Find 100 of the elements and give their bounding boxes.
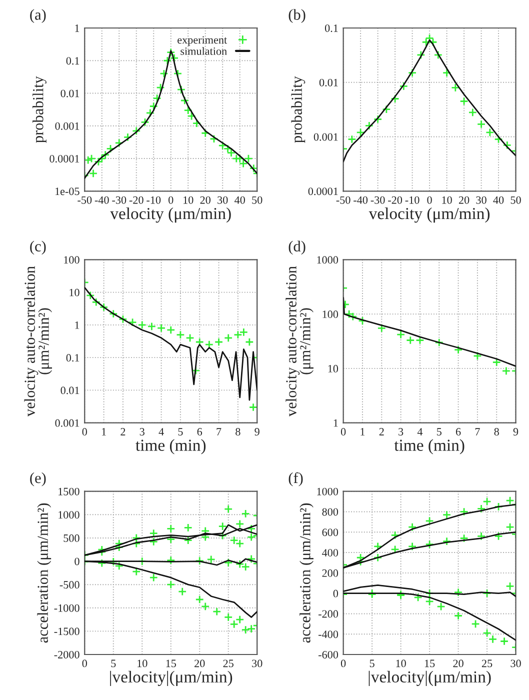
x-tick-label: 25 bbox=[223, 660, 234, 668]
x-tick-label: 10 bbox=[184, 196, 194, 204]
x-axis-title: |velocity|(μm/min) bbox=[368, 670, 491, 686]
x-tick-label: 5 bbox=[111, 660, 116, 668]
y-axis-title: probability bbox=[32, 76, 46, 143]
x-tick-label: 50 bbox=[252, 196, 262, 204]
y-tick-label: 1000 bbox=[317, 256, 338, 264]
x-tick-label: -30 bbox=[370, 196, 385, 204]
y-axis-title: acceleration (μm/min²) bbox=[300, 503, 314, 643]
chart-title: (b) bbox=[288, 9, 306, 23]
x-tick-label: 0 bbox=[168, 196, 174, 204]
x-tick-label: 9 bbox=[254, 428, 260, 436]
x-tick-label: 2 bbox=[120, 428, 126, 436]
x-tick-label: 20 bbox=[200, 196, 210, 204]
x-tick-label: 3 bbox=[140, 428, 144, 436]
x-tick-label: 5 bbox=[436, 428, 442, 436]
chart-title: (e) bbox=[30, 472, 46, 486]
x-tick-label: -40 bbox=[354, 196, 368, 204]
y-tick-label: 0.0001 bbox=[50, 154, 80, 163]
y-tick-label: 1500 bbox=[58, 488, 80, 496]
x-axis-title: time (min) bbox=[394, 439, 464, 454]
y-tick-label: -1500 bbox=[54, 628, 80, 636]
x-tick-label: -10 bbox=[405, 196, 420, 204]
x-axis-title: |velocity|(μm/min) bbox=[110, 670, 232, 686]
chart-title: (d) bbox=[288, 240, 306, 255]
x-axis-title: velocity (μm/min) bbox=[368, 207, 490, 223]
y-tick-label: 0 bbox=[333, 590, 338, 598]
x-tick-label: 0 bbox=[82, 428, 87, 436]
chart-title: (a) bbox=[30, 9, 46, 23]
x-tick-label: 15 bbox=[424, 660, 435, 668]
x-tick-label: 7 bbox=[475, 428, 480, 436]
y-tick-label: -200 bbox=[318, 610, 338, 618]
y-tick-label: 0.1 bbox=[66, 354, 80, 362]
x-tick-label: 10 bbox=[138, 660, 148, 668]
y-tick-label: 1000 bbox=[317, 488, 338, 496]
y-tick-label: 400 bbox=[322, 548, 338, 556]
x-tick-label: 0 bbox=[427, 196, 432, 204]
x-tick-label: 5 bbox=[178, 428, 183, 436]
y-tick-label: 600 bbox=[322, 528, 338, 536]
x-tick-label: -10 bbox=[146, 196, 161, 204]
x-tick-label: 25 bbox=[482, 660, 492, 668]
chart-title: (f) bbox=[288, 472, 303, 486]
y-tick-label: -600 bbox=[318, 650, 338, 658]
x-tick-label: 3 bbox=[398, 428, 404, 436]
x-tick-label: 30 bbox=[476, 196, 486, 204]
x-tick-label: 50 bbox=[510, 196, 521, 204]
legend-label: experiment bbox=[178, 36, 228, 46]
y-axis-title: velocity auto-correlation (μm²/min²) bbox=[286, 266, 314, 417]
x-tick-label: 8 bbox=[494, 428, 499, 436]
x-tick-label: 30 bbox=[252, 660, 262, 668]
y-tick-label: 200 bbox=[322, 569, 338, 577]
y-tick-label: -2000 bbox=[54, 650, 80, 658]
x-tick-label: 40 bbox=[234, 196, 245, 204]
x-tick-label: 0 bbox=[82, 660, 87, 668]
y-axis-title: velocity auto-correlation (μm²/min²) bbox=[24, 266, 52, 417]
x-tick-label: -20 bbox=[129, 196, 144, 204]
x-tick-label: 4 bbox=[158, 428, 164, 436]
y-tick-label: 10 bbox=[70, 288, 80, 296]
x-tick-label: 15 bbox=[166, 660, 176, 668]
y-tick-label: 0.01 bbox=[319, 78, 338, 86]
y-axis-title: probability bbox=[291, 76, 306, 143]
x-tick-label: 30 bbox=[510, 660, 521, 668]
x-tick-label: -20 bbox=[388, 196, 402, 204]
x-tick-label: -40 bbox=[94, 196, 109, 204]
y-tick-label: 0.01 bbox=[60, 386, 80, 394]
x-tick-label: 10 bbox=[442, 196, 452, 204]
y-tick-label: 0.001 bbox=[55, 122, 80, 130]
x-tick-label: 4 bbox=[417, 428, 423, 436]
y-tick-label: 10 bbox=[328, 364, 338, 372]
x-tick-label: 6 bbox=[456, 428, 461, 436]
y-tick-label: 0 bbox=[74, 558, 80, 566]
y-tick-label: 1 bbox=[75, 321, 80, 329]
x-tick-label: 7 bbox=[216, 428, 222, 436]
y-tick-label: 1 bbox=[75, 24, 80, 32]
x-tick-label: -30 bbox=[112, 196, 126, 204]
y-tick-label: -500 bbox=[60, 581, 80, 589]
x-tick-label: 40 bbox=[493, 196, 504, 204]
x-tick-label: 0 bbox=[340, 660, 346, 668]
x-tick-label: 1 bbox=[102, 428, 106, 436]
x-axis-title: time (min) bbox=[136, 439, 206, 454]
x-tick-label: 10 bbox=[396, 660, 406, 668]
x-tick-label: 20 bbox=[458, 196, 470, 204]
x-tick-label: 6 bbox=[197, 428, 202, 436]
y-tick-label: 1 bbox=[334, 419, 338, 427]
x-tick-label: 8 bbox=[236, 428, 240, 436]
x-tick-label: 30 bbox=[218, 196, 228, 204]
x-tick-label: -50 bbox=[336, 196, 350, 204]
y-tick-label: 1000 bbox=[58, 511, 80, 519]
y-tick-label: -1000 bbox=[54, 604, 80, 612]
x-tick-label: 2 bbox=[379, 428, 384, 436]
x-tick-label: 9 bbox=[513, 428, 518, 436]
x-tick-label: 20 bbox=[194, 660, 205, 668]
legend-label: simulation bbox=[180, 47, 227, 55]
y-tick-label: 0.0001 bbox=[308, 188, 338, 196]
y-tick-label: 800 bbox=[322, 508, 338, 516]
y-tick-label: -400 bbox=[318, 630, 338, 638]
chart-title: (c) bbox=[30, 240, 46, 255]
y-tick-label: 0.001 bbox=[55, 419, 80, 427]
x-tick-label: -50 bbox=[78, 196, 92, 204]
x-tick-label: 1 bbox=[360, 428, 365, 436]
